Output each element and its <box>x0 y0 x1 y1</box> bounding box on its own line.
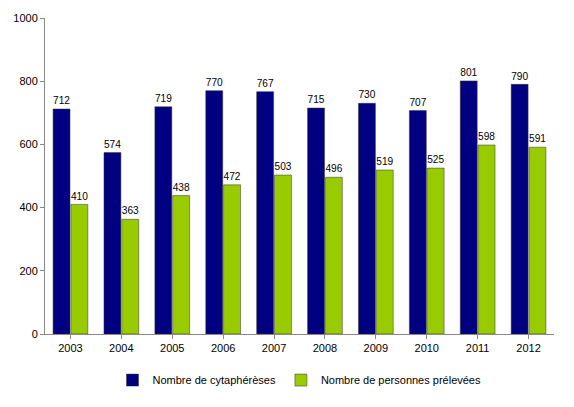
svg-text:2009: 2009 <box>364 342 388 354</box>
svg-text:Nombre de personnes prélevées: Nombre de personnes prélevées <box>321 374 481 386</box>
svg-text:503: 503 <box>275 161 292 172</box>
svg-text:712: 712 <box>53 95 70 106</box>
svg-text:2006: 2006 <box>211 342 235 354</box>
svg-text:2010: 2010 <box>415 342 439 354</box>
svg-text:790: 790 <box>511 71 528 82</box>
svg-text:496: 496 <box>325 163 342 174</box>
svg-text:2005: 2005 <box>160 342 184 354</box>
svg-text:767: 767 <box>257 78 274 89</box>
svg-text:591: 591 <box>529 133 546 144</box>
svg-text:200: 200 <box>19 265 37 277</box>
svg-text:525: 525 <box>427 154 444 165</box>
svg-text:2003: 2003 <box>58 342 82 354</box>
svg-text:2012: 2012 <box>516 342 540 354</box>
svg-text:2007: 2007 <box>262 342 286 354</box>
svg-text:801: 801 <box>460 67 477 78</box>
svg-text:600: 600 <box>19 138 37 150</box>
svg-text:363: 363 <box>122 205 139 216</box>
svg-text:519: 519 <box>376 156 393 167</box>
svg-text:719: 719 <box>155 93 172 104</box>
svg-text:2008: 2008 <box>313 342 337 354</box>
svg-text:2011: 2011 <box>466 342 490 354</box>
svg-text:1000: 1000 <box>13 12 37 24</box>
svg-text:730: 730 <box>358 89 375 100</box>
svg-text:Nombre de cytaphérèses: Nombre de cytaphérèses <box>153 374 276 386</box>
svg-text:707: 707 <box>409 97 426 108</box>
svg-text:598: 598 <box>478 131 495 142</box>
svg-text:715: 715 <box>308 94 325 105</box>
svg-text:410: 410 <box>71 191 88 202</box>
svg-text:400: 400 <box>19 201 37 213</box>
svg-text:0: 0 <box>32 328 38 340</box>
svg-text:472: 472 <box>224 171 241 182</box>
svg-text:574: 574 <box>104 139 121 150</box>
svg-text:770: 770 <box>206 77 223 88</box>
svg-text:2004: 2004 <box>109 342 133 354</box>
svg-text:800: 800 <box>19 75 37 87</box>
svg-text:438: 438 <box>173 182 190 193</box>
